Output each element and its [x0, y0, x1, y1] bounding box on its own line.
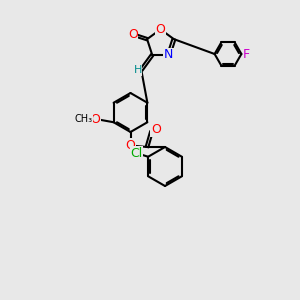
- Text: Cl: Cl: [130, 147, 143, 160]
- Text: F: F: [243, 47, 250, 61]
- Text: O: O: [91, 113, 100, 126]
- Text: H: H: [134, 65, 142, 75]
- Text: N: N: [164, 48, 173, 62]
- Text: O: O: [126, 139, 135, 152]
- Text: O: O: [151, 123, 161, 136]
- Text: O: O: [156, 23, 165, 36]
- Text: CH₃: CH₃: [75, 114, 93, 124]
- Text: O: O: [128, 28, 138, 41]
